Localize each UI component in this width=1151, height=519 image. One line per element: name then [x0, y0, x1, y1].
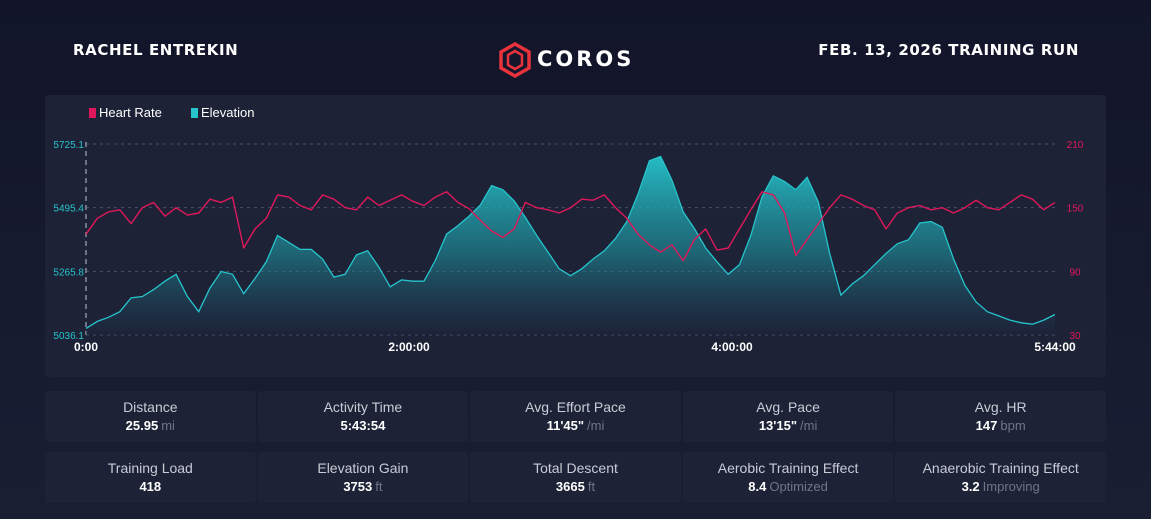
brand-name: COROS [537, 47, 635, 71]
stat-label: Anaerobic Training Effect [922, 460, 1079, 476]
legend-swatch-heart-rate [89, 108, 96, 118]
x-tick-label: 0:00 [74, 340, 98, 354]
y-left-tick-label: 5495.4 [53, 204, 84, 215]
stat-unit: Improving [982, 479, 1040, 494]
stat-unit: ft [587, 479, 596, 494]
hr-elevation-chart: Heart Rate Elevation 5725.1 210 5495.4 150 526… [53, 105, 1084, 354]
coros-logo: COROS [497, 41, 649, 79]
stat-number: 3665 [555, 479, 585, 494]
stat-value: 5:43:54 [340, 417, 385, 435]
heart-rate-line [85, 191, 1056, 262]
stat-unit: bpm [1000, 418, 1026, 433]
stat-number: 11'45" [546, 418, 585, 433]
stat-label: Distance [123, 399, 178, 415]
stat-number: 8.4 [748, 479, 767, 494]
stat-unit: /mi [587, 418, 605, 433]
report-header: RACHEL ENTREKIN COROS FEB. 13, 2026 TRAI… [0, 0, 1151, 96]
stat-unit: ft [375, 479, 383, 494]
stat-avg-pace: Avg. Pace 13'15"/mi [682, 391, 894, 442]
stat-unit: mi [161, 418, 175, 433]
x-tick-label: 5:44:00 [1034, 340, 1076, 354]
stat-number: 13'15" [758, 418, 797, 433]
stat-label: Activity Time [323, 399, 403, 415]
stat-value: 13'15"/mi [759, 417, 818, 435]
stat-elevation-gain: Elevation Gain 3753 ft [257, 452, 469, 503]
stat-label: Elevation Gain [317, 460, 409, 476]
stat-label: Avg. Effort Pace [525, 399, 626, 415]
stat-avg-effort-pace: Avg. Effort Pace 11'45"/mi [470, 391, 681, 442]
y-right-tick-label: 90 [1069, 267, 1081, 278]
stat-value: 8.4 Optimized [748, 478, 828, 496]
stat-distance: Distance 25.95 mi [45, 391, 256, 442]
stat-value: 3.2 Improving [962, 478, 1040, 496]
athlete-name: RACHEL ENTREKIN [73, 41, 239, 59]
stat-value: 147 bpm [976, 417, 1026, 435]
stat-value: 25.95 mi [126, 417, 175, 435]
stat-label: Training Load [107, 460, 193, 476]
y-left-tick-label: 5036.1 [53, 331, 84, 342]
elevation-area [86, 156, 1055, 335]
stat-avg-hr: Avg. HR 147 bpm [895, 391, 1106, 442]
stat-value: 11'45"/mi [547, 417, 605, 435]
stat-unit: /mi [800, 418, 818, 433]
stat-number: 3.2 [961, 479, 980, 494]
stat-number: 5:43:54 [340, 418, 386, 433]
coros-hexagon-icon [499, 41, 531, 79]
stat-total-descent: Total Descent 3665 ft [470, 452, 681, 503]
stat-number: 418 [139, 479, 162, 494]
stat-activity-time: Activity Time 5:43:54 [257, 391, 469, 442]
stat-unit: Optimized [769, 479, 828, 494]
stat-number: 25.95 [125, 418, 159, 433]
stat-value: 3753 ft [343, 478, 382, 496]
stat-label: Aerobic Training Effect [717, 460, 859, 476]
y-right-tick-label: 210 [1067, 140, 1084, 151]
elevation-line [85, 155, 1056, 329]
legend-label-elevation: Elevation [201, 105, 254, 120]
stat-anaerobic-te: Anaerobic Training Effect 3.2 Improving [895, 452, 1106, 503]
stat-label: Avg. HR [974, 399, 1027, 415]
stat-value: 418 [139, 478, 161, 496]
stat-training-load: Training Load 418 [45, 452, 256, 503]
y-right-tick-label: 150 [1067, 204, 1084, 215]
y-left-tick-label: 5265.8 [53, 267, 84, 278]
legend-label-heart-rate: Heart Rate [99, 105, 162, 120]
x-tick-label: 4:00:00 [711, 340, 753, 354]
stat-number: 3753 [343, 479, 373, 494]
stats-row-2: Training Load 418 Elevation Gain 3753 ft … [45, 452, 1106, 503]
stat-value: 3665 ft [556, 478, 595, 496]
x-tick-label: 2:00:00 [388, 340, 430, 354]
stat-aerobic-te: Aerobic Training Effect 8.4 Optimized [682, 452, 894, 503]
y-right-tick-label: 30 [1069, 331, 1081, 342]
chart-panel: Heart Rate Elevation 5725.1 210 5495.4 150 526… [45, 95, 1106, 377]
stat-number: 147 [975, 418, 998, 433]
legend-swatch-elevation [191, 108, 198, 118]
stat-label: Total Descent [533, 460, 618, 476]
stat-label: Avg. Pace [756, 399, 820, 415]
stats-row-1: Distance 25.95 mi Activity Time 5:43:54 A… [45, 391, 1106, 442]
y-left-tick-label: 5725.1 [53, 140, 84, 151]
run-title: FEB. 13, 2026 TRAINING RUN [818, 41, 1079, 59]
